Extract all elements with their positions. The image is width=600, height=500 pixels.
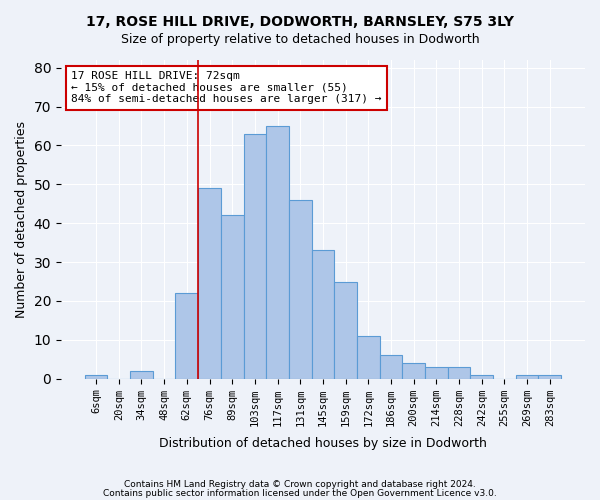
Bar xyxy=(85,375,107,378)
Text: Size of property relative to detached houses in Dodworth: Size of property relative to detached ho… xyxy=(121,32,479,46)
X-axis label: Distribution of detached houses by size in Dodworth: Distribution of detached houses by size … xyxy=(159,437,487,450)
Bar xyxy=(266,126,289,378)
Bar xyxy=(130,371,153,378)
Bar xyxy=(470,375,493,378)
Text: 17, ROSE HILL DRIVE, DODWORTH, BARNSLEY, S75 3LY: 17, ROSE HILL DRIVE, DODWORTH, BARNSLEY,… xyxy=(86,15,514,29)
Bar xyxy=(538,375,561,378)
Y-axis label: Number of detached properties: Number of detached properties xyxy=(15,121,28,318)
Text: Contains HM Land Registry data © Crown copyright and database right 2024.: Contains HM Land Registry data © Crown c… xyxy=(124,480,476,489)
Bar xyxy=(221,216,244,378)
Bar xyxy=(403,363,425,378)
Bar xyxy=(289,200,311,378)
Bar xyxy=(334,282,357,378)
Text: 17 ROSE HILL DRIVE: 72sqm
← 15% of detached houses are smaller (55)
84% of semi-: 17 ROSE HILL DRIVE: 72sqm ← 15% of detac… xyxy=(71,71,382,104)
Bar xyxy=(311,250,334,378)
Bar xyxy=(175,293,198,378)
Text: Contains public sector information licensed under the Open Government Licence v3: Contains public sector information licen… xyxy=(103,488,497,498)
Bar xyxy=(425,367,448,378)
Bar xyxy=(357,336,380,378)
Bar xyxy=(380,356,403,378)
Bar xyxy=(448,367,470,378)
Bar xyxy=(198,188,221,378)
Bar xyxy=(244,134,266,378)
Bar xyxy=(516,375,538,378)
